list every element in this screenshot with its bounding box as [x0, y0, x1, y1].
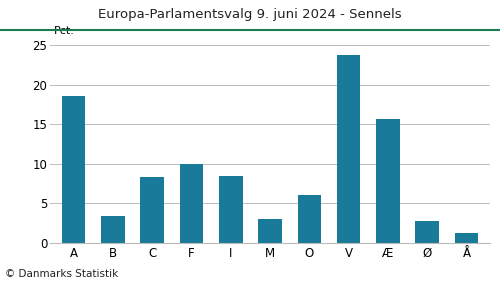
Bar — [416, 221, 439, 243]
Bar — [140, 177, 164, 243]
Text: © Danmarks Statistik: © Danmarks Statistik — [5, 269, 118, 279]
Bar — [376, 118, 400, 243]
Bar — [454, 233, 478, 243]
Bar — [180, 164, 203, 243]
Bar — [219, 176, 242, 243]
Bar — [62, 96, 86, 243]
Text: Europa-Parlamentsvalg 9. juni 2024 - Sennels: Europa-Parlamentsvalg 9. juni 2024 - Sen… — [98, 8, 402, 21]
Bar — [337, 55, 360, 243]
Bar — [258, 219, 282, 243]
Bar — [298, 195, 321, 243]
Text: Pct.: Pct. — [54, 26, 75, 36]
Bar — [101, 216, 124, 243]
